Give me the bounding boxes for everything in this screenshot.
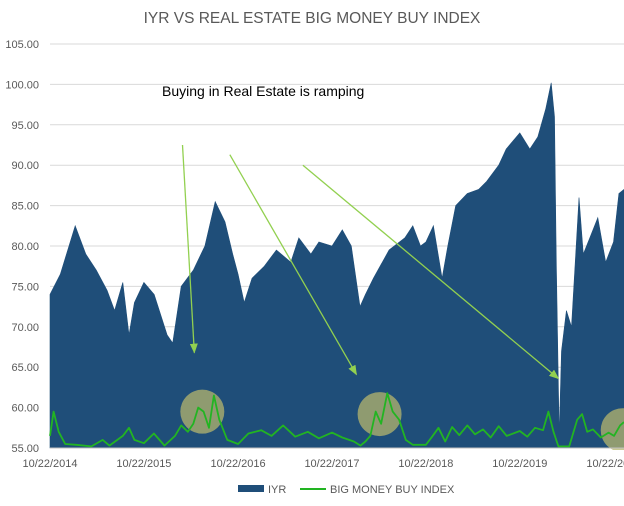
legend-swatch-iyr [238,485,264,492]
x-tick-label: 10/22/2017 [304,458,359,470]
x-tick-label: 10/22/2014 [22,458,77,470]
legend-label-iyr: IYR [268,484,286,496]
annotation-arrow [181,144,198,354]
x-tick-label: 10/22/2020 [586,458,624,470]
y-tick-label: 90.00 [11,160,39,172]
y-tick-label: 85.00 [11,201,39,213]
y-tick-label: 55.00 [11,443,39,455]
y-tick-label: 75.00 [11,281,39,293]
axes: 55.00 60.00 65.00 70.00 75.00 80.00 85.00 90.00… [5,39,624,470]
highlight-circle [600,408,624,450]
y-tick-label: 70.00 [11,322,39,334]
y-tick-label: 105.00 [5,39,39,51]
y-tick-label: 60.00 [11,403,39,415]
plot-area [49,82,624,450]
legend-label-bmi: BIG MONEY BUY INDEX [330,484,455,496]
x-tick-label: 10/22/2019 [492,458,547,470]
x-tick-label: 10/22/2016 [211,458,266,470]
y-tick-label: 65.00 [11,362,39,374]
iyr-area [49,82,624,449]
y-tick-label: 100.00 [5,79,39,91]
bmi-line [49,392,624,448]
legend: IYR BIG MONEY BUY INDEX [238,484,455,496]
x-tick-label: 10/22/2015 [116,458,171,470]
annotation-arrows [181,144,560,380]
annotation-arrow [302,164,560,380]
y-tick-label: 80.00 [11,241,39,253]
x-tick-label: 10/22/2018 [398,458,453,470]
chart-title: IYR VS REAL ESTATE BIG MONEY BUY INDEX [144,10,481,27]
annotation-arrow [229,154,357,376]
y-tick-label: 95.00 [11,120,39,132]
annotation-text: Buying in Real Estate is ramping [162,83,364,99]
